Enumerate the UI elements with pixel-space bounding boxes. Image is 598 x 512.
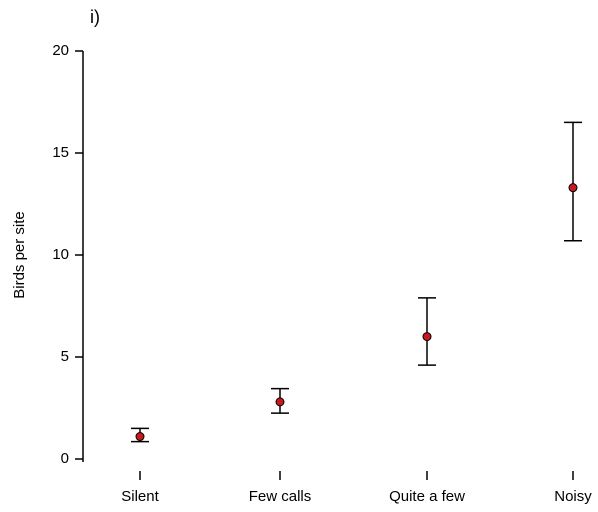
x-tick-label: Few calls: [249, 488, 312, 505]
y-tick-label: 0: [61, 450, 69, 467]
x-tick-label: Quite a few: [389, 488, 465, 505]
panel-label: i): [90, 7, 100, 27]
y-tick-label: 5: [61, 348, 69, 365]
x-tick-label: Silent: [121, 488, 159, 505]
y-tick-label: 20: [52, 42, 69, 59]
point: [568, 183, 578, 193]
point: [422, 332, 432, 342]
point: [135, 432, 145, 442]
y-axis-label: Birds per site: [11, 211, 28, 299]
y-tick-label: 15: [52, 144, 69, 161]
x-tick-label: Noisy: [554, 488, 592, 505]
point: [275, 397, 285, 407]
y-tick-label: 10: [52, 246, 69, 263]
